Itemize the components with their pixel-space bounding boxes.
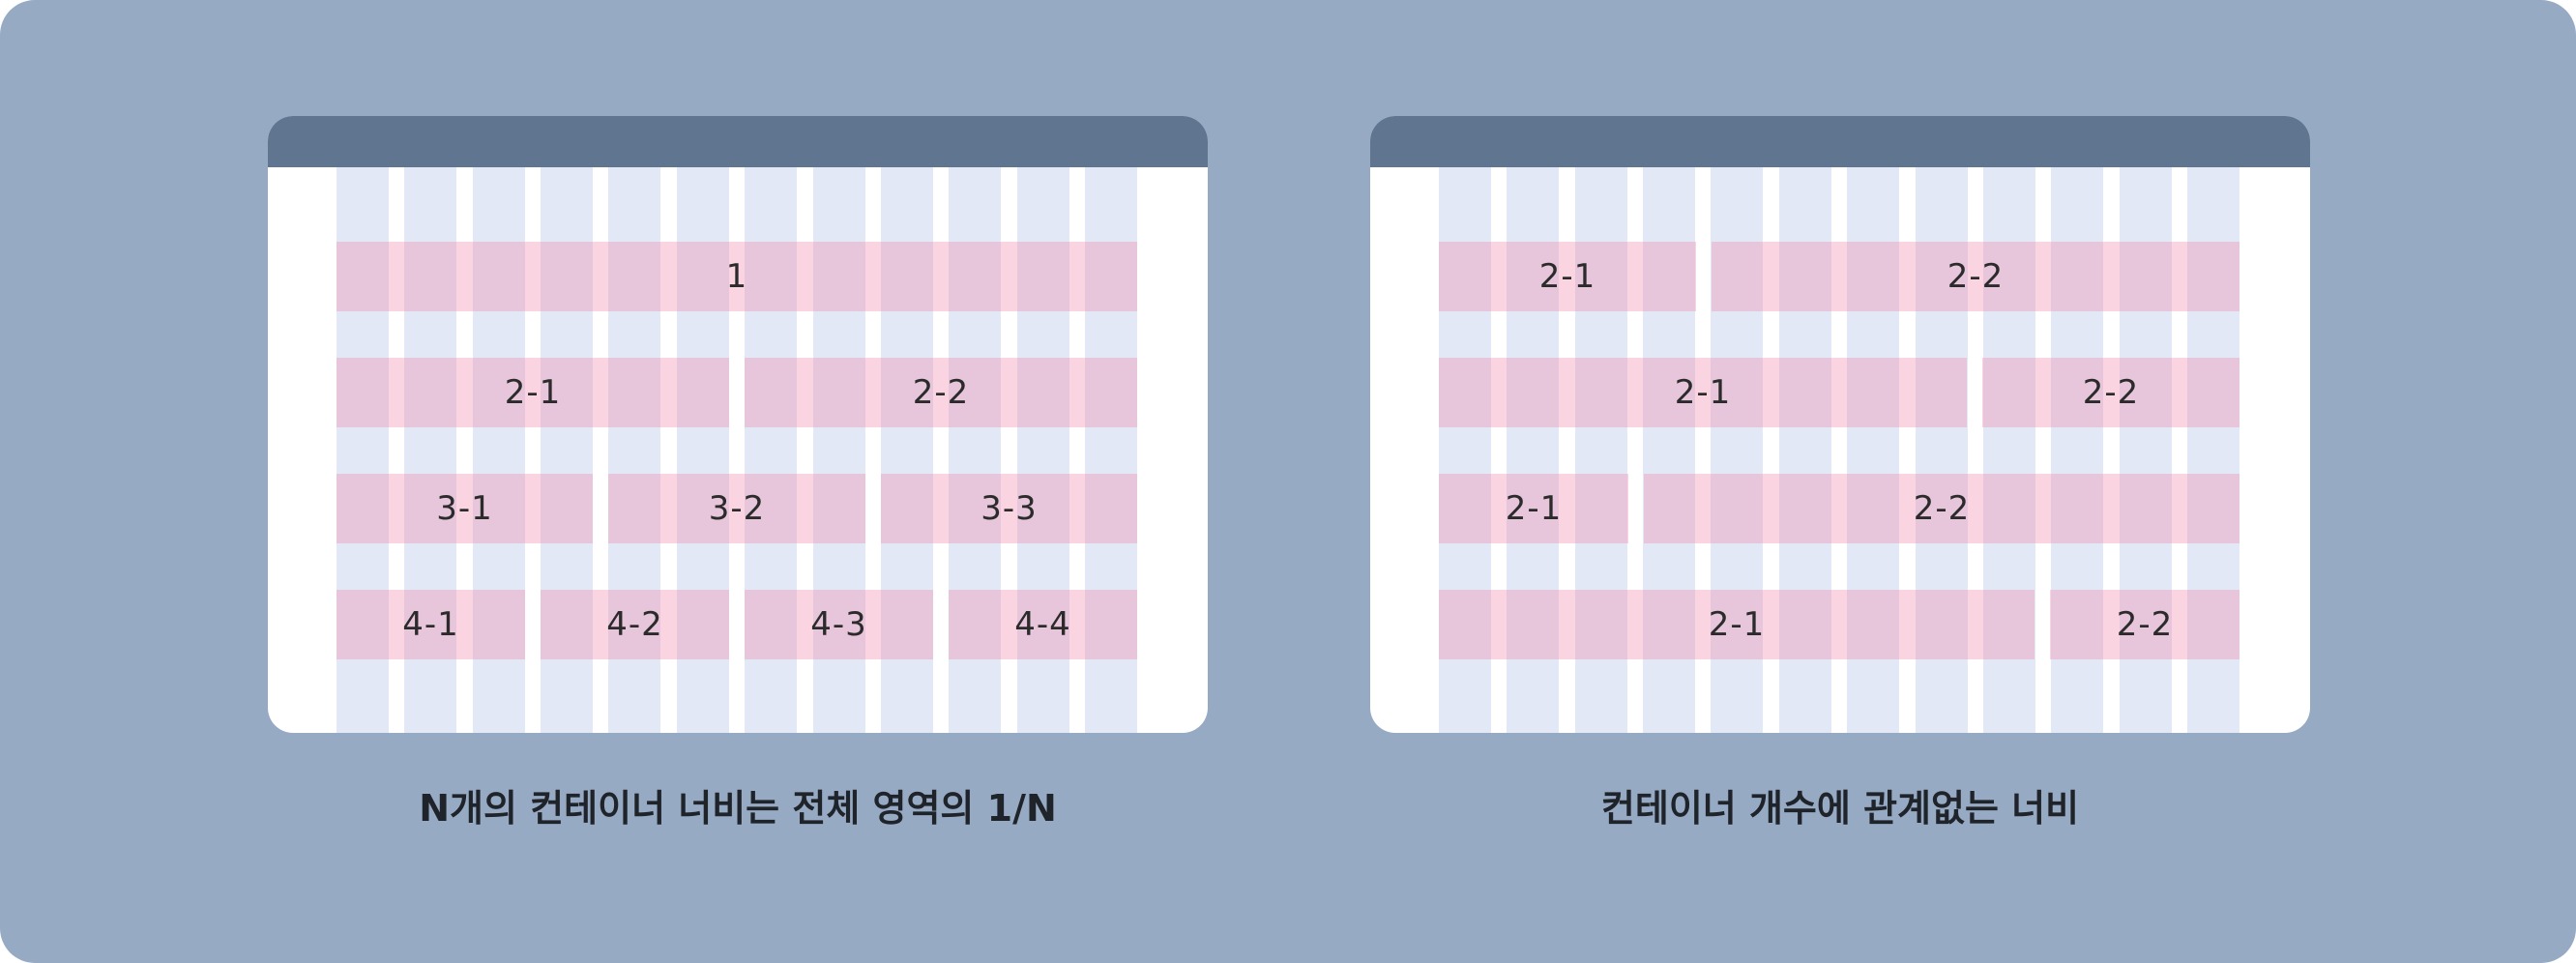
window-title-bar [268,116,1208,167]
container-block: 2-2 [1644,474,2239,543]
container-label: 2-2 [2117,605,2174,644]
container-block: 4-4 [949,590,1137,659]
container-block: 4-3 [745,590,933,659]
container-block: 2-2 [1712,242,2239,311]
container-label: 2-1 [1709,605,1766,644]
equal-width-grid-panel: 1 2-1 2-2 3-1 3-2 3-3 4-1 4-2 4-3 4-4 [268,116,1208,733]
container-block: 2-1 [1439,242,1696,311]
container-label: 1 [726,257,748,296]
container-label: 2-2 [2083,373,2140,412]
container-block: 1 [337,242,1137,311]
container-block: 2-1 [337,358,729,427]
right-caption: 컨테이너 개수에 관계없는 너비 [1370,778,2310,832]
container-label: 2-1 [1506,489,1563,528]
container-label: 2-2 [1914,489,1971,528]
container-block: 2-1 [1439,590,2034,659]
container-label: 2-1 [1675,373,1732,412]
container-label: 2-1 [505,373,562,412]
container-label: 4-1 [402,605,459,644]
container-block: 2-1 [1439,358,1967,427]
container-block: 4-1 [337,590,525,659]
container-block: 2-2 [745,358,1137,427]
container-label: 3-2 [709,489,766,528]
container-label: 4-3 [810,605,867,644]
container-label: 3-1 [436,489,493,528]
container-label: 4-2 [606,605,663,644]
container-label: 2-2 [1947,257,2005,296]
container-label: 2-1 [1539,257,1596,296]
container-label: 2-2 [913,373,970,412]
container-block: 3-1 [337,474,593,543]
window-title-bar [1370,116,2310,167]
container-label: 3-3 [981,489,1038,528]
container-block: 2-1 [1439,474,1628,543]
container-block: 3-2 [608,474,865,543]
container-block: 4-2 [541,590,729,659]
left-caption: N개의 컨테이너 너비는 전체 영역의 1/N [268,778,1208,832]
container-block: 2-2 [2050,590,2239,659]
container-label: 4-4 [1014,605,1071,644]
container-block: 2-2 [1982,358,2239,427]
container-block: 3-3 [881,474,1137,543]
fixed-width-grid-panel: 2-1 2-2 2-1 2-2 2-1 2-2 2-1 2-2 [1370,116,2310,733]
